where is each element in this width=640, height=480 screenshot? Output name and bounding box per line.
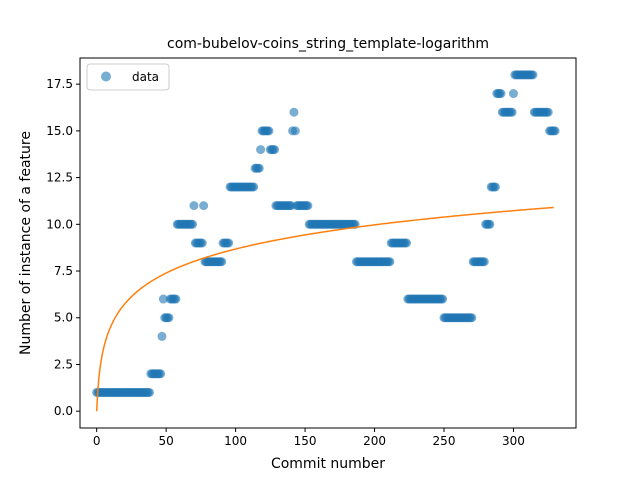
y-tick-label: 0.0 <box>54 404 73 418</box>
data-point <box>157 331 167 341</box>
axes-frame <box>79 57 577 429</box>
x-tick-label: 300 <box>502 434 525 448</box>
x-axis: 0 50 100 150 200 250 300 <box>93 428 525 448</box>
y-tick-label: 17.5 <box>46 77 73 91</box>
data-point <box>303 201 313 211</box>
data-point <box>249 182 259 192</box>
data-point <box>217 257 227 267</box>
data-point <box>508 89 518 99</box>
data-point <box>158 294 168 304</box>
data-point <box>256 145 266 155</box>
y-tick-label: 15.0 <box>46 124 73 138</box>
data-point <box>496 89 506 99</box>
data-point <box>289 107 299 117</box>
x-tick-label: 100 <box>224 434 247 448</box>
y-tick-label: 7.5 <box>54 264 73 278</box>
data-point <box>188 219 198 229</box>
data-point <box>171 294 181 304</box>
data-point <box>164 313 174 323</box>
data-points <box>92 70 560 397</box>
x-tick-label: 200 <box>363 434 386 448</box>
data-point <box>290 126 300 136</box>
legend-label-data: data <box>132 70 159 84</box>
legend-box <box>86 63 170 91</box>
x-tick-label: 0 <box>93 434 101 448</box>
data-point <box>550 126 560 136</box>
data-point <box>490 182 500 192</box>
data-point <box>507 107 517 117</box>
y-tick-label: 2.5 <box>54 357 73 371</box>
plot-area <box>79 57 577 429</box>
y-axis: 0.0 2.5 5.0 7.5 10.0 12.5 15.0 17.5 <box>46 77 80 418</box>
data-point <box>224 238 234 248</box>
data-point <box>270 145 280 155</box>
legend: data <box>86 63 170 91</box>
data-point <box>189 201 199 211</box>
x-tick-label: 50 <box>158 434 173 448</box>
data-point <box>144 387 154 397</box>
data-point <box>543 107 553 117</box>
fit-line <box>95 206 554 412</box>
data-point <box>402 238 411 248</box>
chart-title: com-bubelov-coins_string_template-logari… <box>167 36 489 52</box>
legend-marker-data <box>101 71 111 82</box>
data-point <box>467 313 477 323</box>
x-tick-label: 150 <box>294 434 317 448</box>
y-axis-title: Number of instance of a feature <box>18 131 34 355</box>
x-tick-label: 250 <box>433 434 456 448</box>
y-tick-label: 10.0 <box>46 217 73 231</box>
data-point <box>479 257 489 267</box>
y-tick-label: 5.0 <box>54 311 73 325</box>
data-point <box>254 163 264 173</box>
data-point <box>385 257 395 267</box>
y-tick-label: 12.5 <box>46 171 73 185</box>
data-point <box>264 126 274 136</box>
data-point <box>438 294 448 304</box>
data-point <box>199 201 209 211</box>
data-point <box>485 219 495 229</box>
data-point <box>197 238 207 248</box>
x-axis-title: Commit number <box>271 456 385 472</box>
data-point <box>156 369 166 379</box>
data-point <box>528 70 538 80</box>
